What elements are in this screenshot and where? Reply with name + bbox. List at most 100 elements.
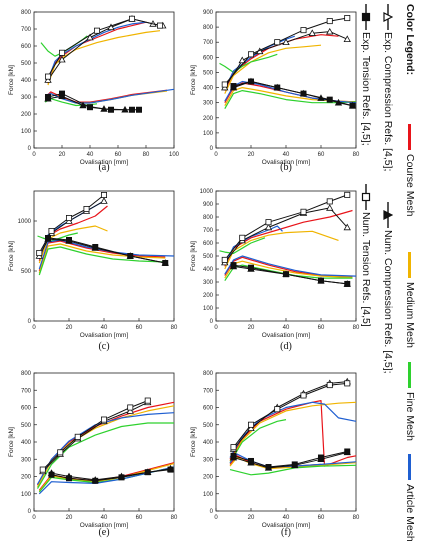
- x-tick-label: 20: [248, 325, 255, 331]
- data-point-marker: [156, 22, 163, 29]
- x-tick-label: 20: [66, 325, 73, 331]
- subfigure-caption: (f): [281, 527, 291, 538]
- x-tick-label: 60: [136, 515, 143, 521]
- data-point-marker: [344, 448, 351, 455]
- data-point-marker: [48, 227, 55, 234]
- series-line: [224, 207, 348, 263]
- x-axis-label: Ovalisation [mm]: [262, 522, 311, 529]
- x-tick-label: 20: [248, 515, 255, 521]
- chart-panel-b: 0 20 40 60 800100200300400500600700800900Ova…: [190, 10, 360, 173]
- x-tick-label: 0: [214, 325, 218, 331]
- series-line: [229, 419, 287, 464]
- x-axis-label: Ovalisation [mm]: [80, 522, 129, 529]
- legend-label: Exp. Compression Refs. [4,5];: [382, 32, 394, 172]
- plot-area: [215, 11, 357, 149]
- legend-item-num-compression: Num. Compression Refs. [4,5];: [380, 202, 396, 374]
- data-point-marker: [45, 73, 52, 80]
- data-point-marker: [344, 191, 351, 198]
- y-tick-label: 800: [203, 215, 214, 221]
- x-tick-label: 40: [283, 152, 290, 158]
- data-point-marker: [326, 198, 333, 205]
- data-point-marker: [349, 102, 356, 109]
- x-tick-label: 20: [59, 152, 66, 158]
- y-tick-label: 800: [21, 371, 32, 377]
- data-point-marker: [239, 234, 246, 241]
- subfigure-caption: (e): [98, 527, 109, 538]
- data-point-marker: [128, 106, 135, 113]
- y-tick-label: 800: [203, 25, 214, 31]
- y-tick-label: 800: [203, 371, 214, 377]
- article-mesh-swatch: [408, 454, 412, 480]
- data-point-marker: [326, 204, 334, 211]
- y-tick-label: 0: [28, 319, 32, 325]
- y-tick-label: 100: [203, 306, 214, 312]
- legend-label: Medium Mesh: [404, 282, 416, 348]
- x-tick-label: 100: [169, 152, 180, 158]
- legend-label: Exp. Tension Refs. [4,5];: [360, 32, 372, 146]
- subfigure-caption: (a): [98, 162, 109, 173]
- data-point-marker: [127, 252, 134, 259]
- data-point-marker: [326, 27, 334, 35]
- y-tick-label: 300: [203, 101, 214, 107]
- data-point-marker: [326, 18, 333, 25]
- x-axis-label: Ovalisation [mm]: [80, 332, 129, 339]
- data-point-marker: [127, 404, 134, 411]
- triangle-filled-icon: [383, 202, 393, 228]
- y-tick-label: 500: [21, 423, 32, 429]
- data-point-marker: [343, 35, 351, 42]
- x-tick-label: 60: [318, 325, 325, 331]
- course-mesh-swatch: [408, 124, 412, 150]
- x-tick-label: 40: [101, 515, 108, 521]
- data-point-marker: [167, 466, 174, 473]
- x-tick-label: 0: [214, 152, 218, 158]
- legend-item-exp-compression: Exp. Compression Refs. [4,5];: [380, 4, 396, 171]
- data-point-marker: [230, 452, 237, 459]
- data-point-marker: [48, 471, 55, 478]
- legend-item-fine-mesh: Fine Mesh: [402, 362, 418, 441]
- series-line: [229, 464, 357, 476]
- data-point-marker: [162, 259, 169, 266]
- series-line: [224, 225, 283, 266]
- x-tick-label: 0: [32, 152, 36, 158]
- x-tick-label: 60: [318, 152, 325, 158]
- legend-label: Article Mesh: [404, 484, 416, 542]
- x-tick-label: 0: [32, 325, 36, 331]
- data-point-marker: [265, 219, 272, 226]
- series-line: [38, 239, 175, 270]
- data-point-marker: [344, 380, 351, 387]
- x-tick-label: 80: [143, 152, 150, 158]
- data-point-marker: [74, 433, 81, 440]
- y-tick-label: 0: [210, 146, 214, 152]
- y-axis-label: Force [kN]: [190, 427, 197, 457]
- data-point-marker: [230, 262, 237, 269]
- y-tick-label: 0: [210, 319, 214, 325]
- y-tick-label: 0: [28, 509, 32, 515]
- data-point-marker: [343, 223, 351, 231]
- data-point-marker: [59, 90, 66, 97]
- y-tick-label: 400: [203, 440, 214, 446]
- series-line: [36, 422, 174, 489]
- chart-panel-e: 0 20 40 60 800100200300400500600700800Ovalis…: [8, 371, 178, 538]
- x-axis-label: Ovalisation [mm]: [262, 159, 311, 166]
- y-tick-label: 600: [203, 55, 214, 61]
- y-tick-label: 100: [21, 492, 32, 498]
- data-point-marker: [247, 264, 254, 271]
- chart-panel-c: 0 20 40 60 80 0 500 1000 Ovalisation [mm] Force […: [8, 190, 178, 352]
- x-tick-label: 40: [87, 152, 94, 158]
- data-point-marker: [317, 277, 324, 284]
- data-point-marker: [282, 38, 290, 46]
- x-tick-label: 60: [318, 515, 325, 521]
- x-tick-label: 0: [32, 515, 36, 521]
- data-point-marker: [144, 397, 151, 404]
- y-tick-label: 500: [203, 254, 214, 260]
- data-point-marker: [300, 208, 307, 215]
- y-tick-label: 0: [210, 509, 214, 515]
- y-tick-label: 200: [203, 293, 214, 299]
- data-point-marker: [238, 56, 246, 64]
- subfigure-caption: (d): [280, 341, 292, 352]
- chart-panel-a: 0 20 40 60 80 100 0 100 200 300 400 500 600 700 800 Ova…: [8, 10, 180, 173]
- legend-title: Color Legend:: [404, 4, 416, 76]
- series-line: [38, 246, 166, 276]
- data-point-marker: [59, 49, 66, 56]
